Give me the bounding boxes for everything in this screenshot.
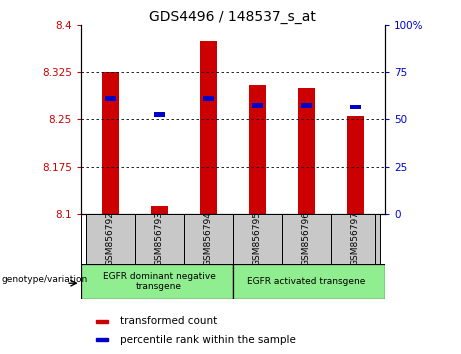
Text: GSM856795: GSM856795 xyxy=(253,211,262,267)
Text: GSM856794: GSM856794 xyxy=(204,211,213,267)
Bar xyxy=(301,103,312,108)
Bar xyxy=(151,206,168,214)
Text: GSM856792: GSM856792 xyxy=(106,211,115,267)
Text: EGFR dominant negative
transgene: EGFR dominant negative transgene xyxy=(103,272,216,291)
Bar xyxy=(233,214,282,264)
Bar xyxy=(331,214,380,264)
Text: percentile rank within the sample: percentile rank within the sample xyxy=(120,335,296,345)
Bar xyxy=(86,214,135,264)
Bar xyxy=(249,85,266,214)
Text: GSM856797: GSM856797 xyxy=(351,211,360,267)
Bar xyxy=(200,41,217,214)
Bar xyxy=(282,214,331,264)
Bar xyxy=(350,105,361,109)
Bar xyxy=(233,264,385,299)
Bar xyxy=(184,214,233,264)
Text: GSM856796: GSM856796 xyxy=(302,211,311,267)
Text: genotype/variation: genotype/variation xyxy=(1,275,88,284)
Bar xyxy=(105,96,116,101)
Bar xyxy=(154,112,165,116)
Bar xyxy=(298,88,315,214)
Text: EGFR activated transgene: EGFR activated transgene xyxy=(247,277,366,286)
Text: transformed count: transformed count xyxy=(120,316,218,326)
Bar xyxy=(96,320,107,323)
Bar xyxy=(203,96,214,101)
Bar xyxy=(81,264,233,299)
Bar xyxy=(347,116,364,214)
Bar xyxy=(101,72,118,214)
Title: GDS4496 / 148537_s_at: GDS4496 / 148537_s_at xyxy=(149,10,316,24)
Text: GSM856793: GSM856793 xyxy=(155,211,164,267)
Bar xyxy=(96,338,107,341)
Bar xyxy=(252,103,263,108)
Bar xyxy=(135,214,184,264)
